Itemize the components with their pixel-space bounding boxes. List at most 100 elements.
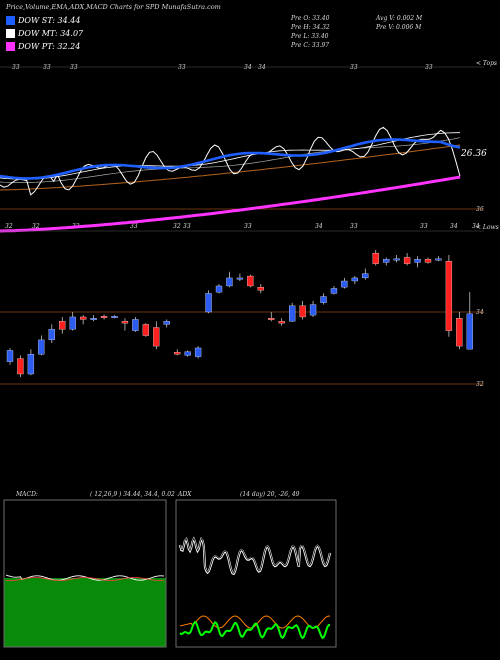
candle-body (362, 273, 369, 279)
bottom-tick-label: 33 (244, 223, 252, 230)
candle-body (132, 319, 139, 331)
candle-body (142, 324, 150, 336)
bottom-tick-label: 33 (130, 223, 138, 230)
top-tick-label: 33 (425, 64, 433, 71)
price-line (0, 126, 461, 196)
top-tick-label: 34 (258, 64, 266, 71)
candle-body (435, 258, 442, 261)
prev-open: Pre O: 33.40 (291, 15, 330, 22)
level-label-upper: 34 (476, 309, 484, 316)
candle-body (309, 304, 317, 316)
candle-body (247, 275, 254, 287)
candle-body (351, 277, 359, 282)
top-tick-label: 33 (70, 64, 78, 71)
candle-body (80, 316, 87, 320)
prev-close: Pre C: 33.97 (291, 42, 330, 49)
adx-frame (175, 499, 337, 648)
site-name: MunafaSutra.com (161, 3, 221, 11)
legend-dow-st: DOW ST: 34.44 (6, 16, 80, 25)
candle-body (6, 350, 14, 362)
candle-body (268, 318, 275, 320)
bottom-tick-label: 33 (420, 223, 428, 230)
adx-params: (14 day) 20, -26, 49 (240, 491, 300, 498)
prev-volume: Pre V: 0.006 M (376, 24, 422, 31)
top-tick-label: 34 (244, 64, 252, 71)
candle-body (257, 287, 264, 291)
candle-body (205, 293, 212, 313)
legend-swatch-pt (6, 42, 15, 51)
avg-volume: Avg V: 0.002 M (376, 15, 423, 22)
candle-body (372, 252, 379, 264)
legend-label-pt: DOW PT: 32.24 (18, 42, 81, 51)
candle-body (111, 316, 118, 318)
candle-body (226, 277, 233, 287)
bottom-tick-label: 34 (450, 223, 458, 230)
candle-body (27, 354, 35, 375)
candle-panel (0, 230, 484, 385)
candle-body (153, 327, 160, 347)
legend-dow-mt: DOW MT: 34.07 (6, 29, 83, 38)
macd-panel (3, 499, 167, 648)
candle-body (414, 259, 421, 263)
candle-body (466, 313, 473, 350)
candle-body (174, 352, 181, 355)
bottom-tick-label: 33 (350, 223, 358, 230)
ema-panel (0, 66, 484, 233)
bottom-tick-label: 32 (32, 223, 40, 230)
candle-body (163, 321, 170, 325)
candle-body (17, 358, 24, 375)
level-label-lower: 32 (476, 381, 484, 388)
adx-minus-line (179, 615, 331, 629)
ema-mid-line (0, 132, 460, 180)
candle-body (38, 339, 45, 355)
candle-body (320, 296, 327, 303)
bottom-tick-label: 32 (173, 223, 181, 230)
candle-body (288, 305, 296, 322)
top-tick-label: 33 (12, 64, 20, 71)
candle-body (69, 316, 76, 330)
candle-body (59, 321, 66, 330)
bottom-tick-label: 33 (183, 223, 191, 230)
bottom-tick-label: 34 (315, 223, 323, 230)
adx-plus-line (179, 620, 331, 640)
candle-body (456, 318, 463, 347)
bottom-tick-label: 32 (5, 223, 13, 230)
legend-swatch-st (6, 16, 15, 25)
legend-label-st: DOW ST: 34.44 (18, 16, 81, 25)
candle-body (100, 316, 108, 318)
candle-body (194, 347, 202, 357)
candle-body (424, 259, 432, 263)
macd-line (5, 574, 165, 581)
candle-body (215, 285, 223, 293)
top-tick-label: 33 (178, 64, 186, 71)
macd-title: MACD: (16, 491, 38, 498)
tops-label: < Tops (476, 60, 498, 67)
prev-high: Pre H: 34.32 (291, 24, 330, 31)
adx-main-inner-line (179, 537, 331, 574)
candle-body (445, 261, 453, 331)
top-tick-label: 33 (43, 64, 51, 71)
macd-green-area (4, 578, 166, 647)
macd-params: ( 12,26,9 ) 34.44, 34.4, 0.02 (90, 491, 175, 498)
candle-body (48, 329, 55, 341)
dow-pt-line (0, 175, 461, 233)
candle-body (184, 351, 191, 356)
chart-title: Price,Volume,EMA,ADX,MACD Charts for SPD… (6, 3, 221, 11)
top-tick-label: 33 (350, 64, 358, 71)
lows-label: < Lows (476, 224, 499, 231)
ema-long-line (0, 144, 461, 191)
macd-signal-line (5, 577, 165, 581)
dow-st-line (0, 138, 461, 180)
candle-body (278, 321, 285, 324)
candle-body (236, 277, 244, 280)
bottom-tick-label: 34 (472, 223, 480, 230)
candle-body (403, 257, 411, 264)
legend-swatch-mt (6, 29, 15, 38)
candle-body (341, 280, 348, 288)
adx-title: ADX (178, 491, 192, 498)
base-label: 36 (476, 206, 484, 213)
prev-low: Pre L: 33.40 (291, 33, 329, 40)
candle-body (90, 318, 97, 320)
